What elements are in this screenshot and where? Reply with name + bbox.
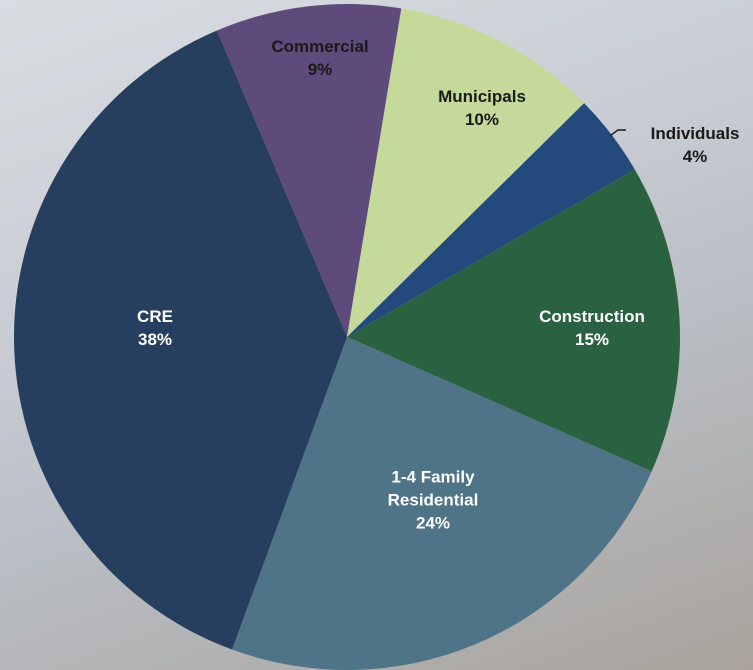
value-label: 10% (464, 110, 500, 129)
value-label: 24% (415, 513, 451, 533)
category-name: Commercial (271, 37, 369, 56)
value-label: 4% (682, 147, 708, 166)
pie-slice (347, 8, 585, 338)
pie-slice (347, 169, 681, 472)
value-label: 38% (137, 330, 173, 349)
value-label: 9% (307, 60, 333, 79)
slice-label: Construction 15% (539, 305, 645, 351)
category-name: CRE (137, 307, 173, 326)
slice-label: Commercial 9% (271, 35, 368, 81)
leader-line (609, 129, 626, 137)
category-name: Construction (539, 307, 645, 326)
pie-slice (13, 30, 347, 650)
slice-label: Individuals 4% (651, 122, 740, 168)
category-name: 1-4 Family Residential (387, 467, 479, 510)
category-name: Municipals (438, 87, 526, 106)
value-label: 15% (574, 330, 610, 349)
slice-label: Municipals 10% (438, 85, 526, 131)
pie-slice (216, 3, 402, 337)
slice-label: CRE 38% (137, 305, 173, 351)
slice-label: 1-4 Family Residential 24% (368, 466, 498, 535)
pie-slice (232, 337, 652, 670)
category-name: Individuals (650, 124, 740, 143)
pie-slice (347, 103, 635, 337)
